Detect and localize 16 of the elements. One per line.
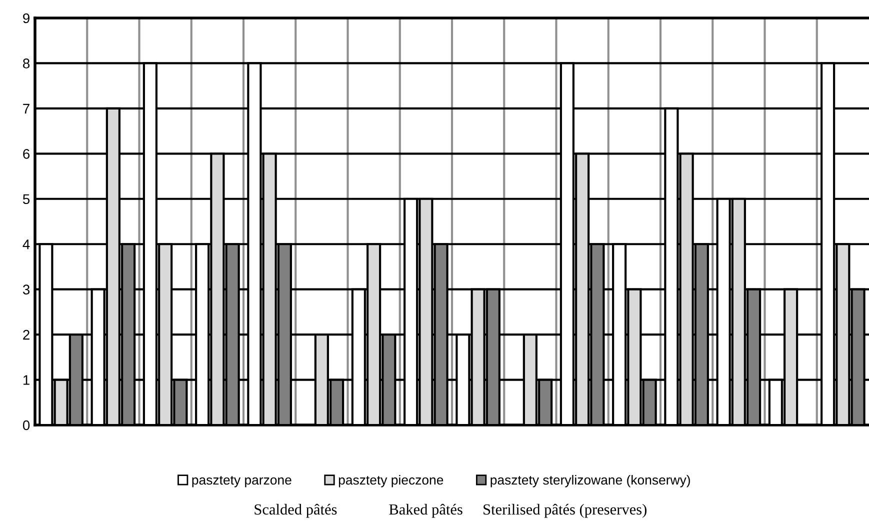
text: Scalded pâtés [254, 504, 337, 518]
y-tick-label: 1 [23, 375, 30, 385]
y-tick-label: 5 [22, 194, 30, 204]
legend-label: pasztety pieczone [338, 474, 444, 488]
legend-label: pasztety sterylizowane (konserwy) [490, 474, 690, 488]
y-tick-label: 8 [23, 58, 30, 68]
y-tick-label: 7 [23, 104, 30, 114]
text: Baked pâtés [389, 504, 462, 518]
y-tick-label: 0 [22, 420, 30, 430]
legend-label: pasztety parzone [192, 476, 292, 488]
y-tick-label: 3 [22, 284, 30, 295]
text: Sterilised pâtés (preserves) [484, 504, 646, 518]
y-tick-label: 9 [23, 13, 30, 24]
y-tick-label: 4 [22, 240, 30, 250]
y-tick-label: 6 [23, 149, 30, 159]
y-tick-label: 2 [23, 330, 30, 340]
